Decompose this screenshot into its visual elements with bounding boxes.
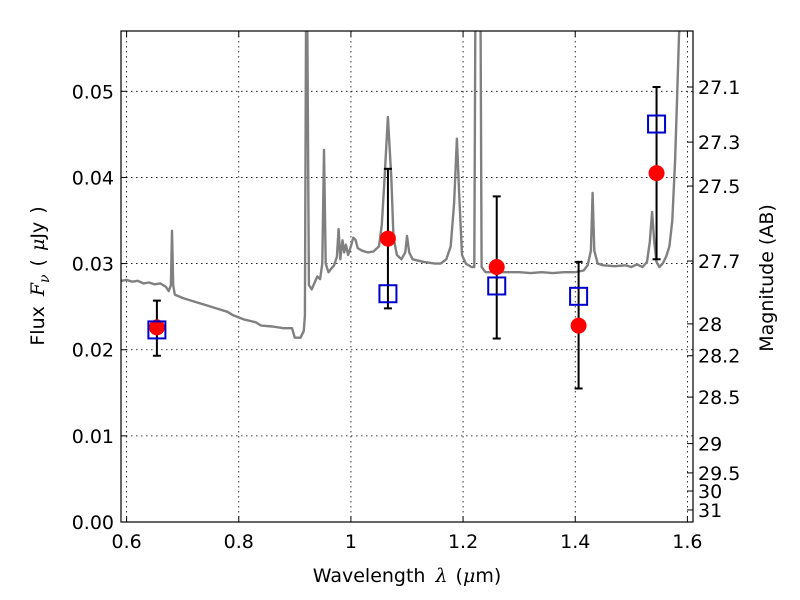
x-tick-label: 0.8 — [224, 531, 254, 553]
observed-point — [570, 317, 587, 334]
x-tick-label: 1.2 — [448, 531, 478, 553]
plot-area — [121, 31, 681, 390]
y-tick-label: 0.02 — [72, 340, 114, 362]
y2-tick-label: 29 — [698, 434, 722, 456]
x-axis-label: Wavelength λ (μm) — [313, 565, 501, 587]
y2-tick-label: 27.1 — [698, 77, 740, 99]
model-photometry-point — [378, 284, 398, 304]
plot-frame — [120, 30, 694, 523]
y2-tick-label: 28.2 — [698, 346, 740, 368]
y-tick-label: 0.05 — [72, 81, 114, 103]
y2-axis-label: Magnitude (AB) — [756, 204, 778, 352]
model-spectrum-line — [121, 31, 681, 339]
y-tick-label: 0.04 — [72, 167, 114, 189]
y2-tick-label: 27.3 — [698, 132, 740, 154]
y-axis-label: FluxFν(μJy) — [27, 206, 53, 345]
observed-point — [648, 165, 665, 182]
y2-tick-label: 30 — [698, 481, 722, 503]
y2-tick-label: 31 — [698, 500, 722, 522]
y-tick-label: 0.03 — [72, 254, 114, 276]
x-tick-label: 1.6 — [672, 531, 702, 553]
grid — [121, 31, 693, 522]
model-photometry-point — [147, 320, 167, 340]
y2-tick-label: 27.7 — [698, 251, 740, 273]
y-tick-label: 0.00 — [72, 512, 114, 534]
observed-points — [148, 165, 665, 336]
model-photometry-point — [487, 276, 507, 296]
y-tick-label: 0.01 — [72, 426, 114, 448]
y2-tick-label: 29.5 — [698, 463, 740, 485]
x-tick-label: 1 — [345, 531, 357, 553]
y2-tick-label: 27.5 — [698, 176, 740, 198]
model-photometry-point — [569, 286, 589, 306]
x-tick-label: 0.6 — [111, 531, 141, 553]
model-photometry-points — [147, 114, 667, 340]
model-photometry-point — [647, 114, 667, 134]
y2-tick-label: 28 — [698, 314, 722, 336]
observed-point — [379, 230, 396, 247]
observed-point — [488, 259, 505, 276]
x-tick-label: 1.4 — [560, 531, 590, 553]
y2-tick-label: 28.5 — [698, 387, 740, 409]
axis-ticks: 0.6 0.8 1 1.2 1.4 1.6 0.00 0.01 0.02 0.03 0.04 0.05… — [72, 31, 740, 553]
